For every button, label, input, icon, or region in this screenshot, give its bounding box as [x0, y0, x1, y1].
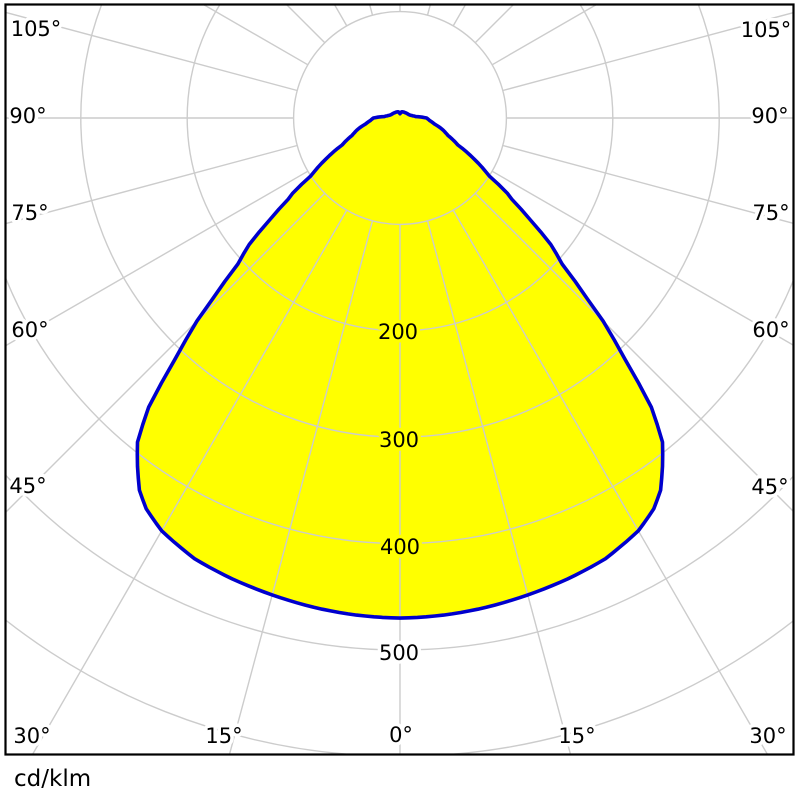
grid-ray [6, 144, 298, 225]
angle-label-right: 45° [751, 475, 788, 499]
angle-label-right: 60° [752, 318, 789, 342]
angle-label-bottom: 0° [389, 723, 413, 747]
grid-ray [6, 11, 298, 92]
grid-ray [426, 220, 571, 754]
grid-ray [452, 209, 768, 754]
angle-label-left: 75° [11, 201, 48, 225]
grid-ray [32, 209, 348, 754]
ring-value-label: 300 [379, 428, 419, 452]
angle-label-bottom: 15° [205, 724, 242, 748]
angle-label-right: 90° [751, 104, 788, 128]
angle-label-bottom: 15° [558, 724, 595, 748]
plot-border [4, 3, 795, 756]
grid-ray [502, 144, 793, 224]
angle-label-left: 105° [11, 17, 62, 41]
grid-ray [369, 5, 374, 16]
angle-label-bottom: 30° [749, 724, 786, 748]
angle-label-bottom: 30° [13, 724, 50, 748]
ring-value-label: 500 [379, 641, 419, 665]
grid-ray [502, 12, 793, 92]
intensity-curve-outline [135, 110, 665, 620]
unit-label: cd/klm [14, 766, 92, 792]
angle-label-left: 45° [9, 474, 46, 498]
angle-label-right: 75° [752, 201, 789, 225]
grid-ray [426, 5, 431, 16]
angle-label-left: 90° [9, 104, 46, 128]
grid-ray [491, 170, 793, 346]
ring-value-label: 400 [380, 535, 420, 559]
angle-label-left: 60° [11, 318, 48, 342]
angle-label-right: 105° [741, 18, 792, 42]
grid-ray [229, 220, 374, 754]
ring-value-label: 200 [378, 320, 418, 344]
grid-ray [6, 170, 309, 347]
